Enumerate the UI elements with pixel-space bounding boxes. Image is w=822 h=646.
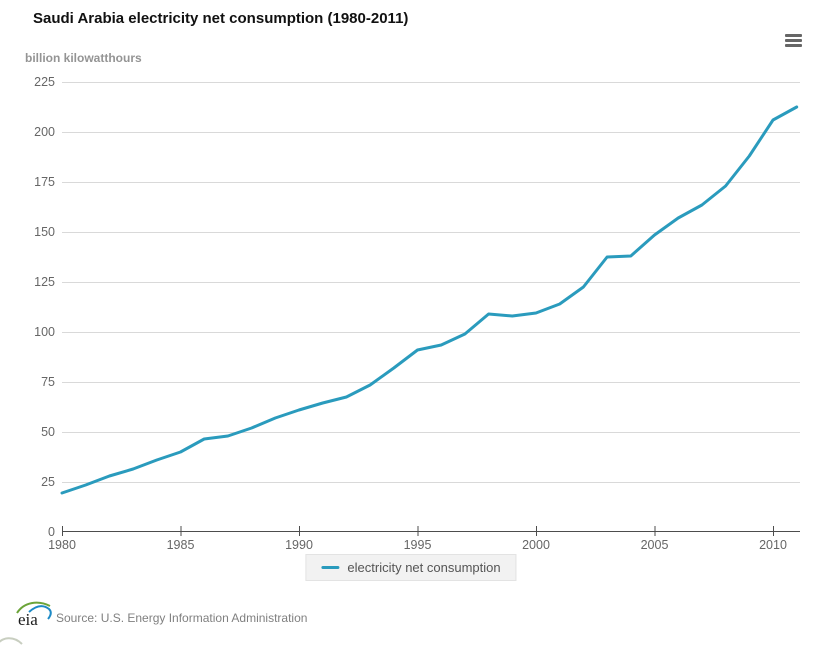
y-axis-tick-label: 50 (41, 425, 55, 439)
y-axis-tick-label: 125 (34, 275, 55, 289)
y-axis-tick-label: 25 (41, 475, 55, 489)
consumption-line-series[interactable] (60, 105, 799, 495)
hamburger-menu-icon (785, 43, 802, 47)
eia-logo-blue-swoosh (28, 605, 52, 620)
x-axis-tick-label: 1980 (48, 538, 76, 552)
export-menu-button[interactable] (785, 31, 805, 49)
eia-logo-green-swoosh (16, 601, 51, 614)
legend-label: electricity net consumption (347, 560, 501, 575)
y-axis-tick-label: 75 (41, 375, 55, 389)
legend-line-swatch (321, 566, 340, 569)
x-axis-tick-label: 2000 (522, 538, 550, 552)
y-axis-tick-label: 100 (34, 325, 55, 339)
x-axis-tick-label: 1990 (285, 538, 313, 552)
plot-area: 0 25 50 75 100 125 150 175 200 225 1980 1985 1990 199… (34, 75, 800, 552)
hamburger-menu-icon (785, 33, 802, 37)
source-attribution: Source: U.S. Energy Information Administ… (56, 611, 308, 625)
eia-logo-text: eia (18, 610, 38, 629)
cutoff-logo-fragment (0, 637, 23, 645)
x-axis-tick-label: 2010 (759, 538, 787, 552)
y-axis-tick-label: 150 (34, 225, 55, 239)
y-axis-tick-label: 175 (34, 175, 55, 189)
y-axis-tick-label: 200 (34, 125, 55, 139)
x-axis-tick-label: 1985 (167, 538, 195, 552)
y-axis-tick-label: 0 (48, 525, 55, 539)
x-axis-tick-label: 1995 (404, 538, 432, 552)
y-axis-tick-label: 225 (34, 75, 55, 89)
eia-logo: eia (16, 601, 52, 629)
hamburger-menu-icon (785, 38, 802, 42)
x-axis-tick-label: 2005 (641, 538, 669, 552)
legend[interactable]: electricity net consumption (305, 554, 517, 581)
chart-title: Saudi Arabia electricity net consumption… (33, 10, 409, 27)
y-axis-units-label: billion kilowatthours (25, 51, 142, 65)
